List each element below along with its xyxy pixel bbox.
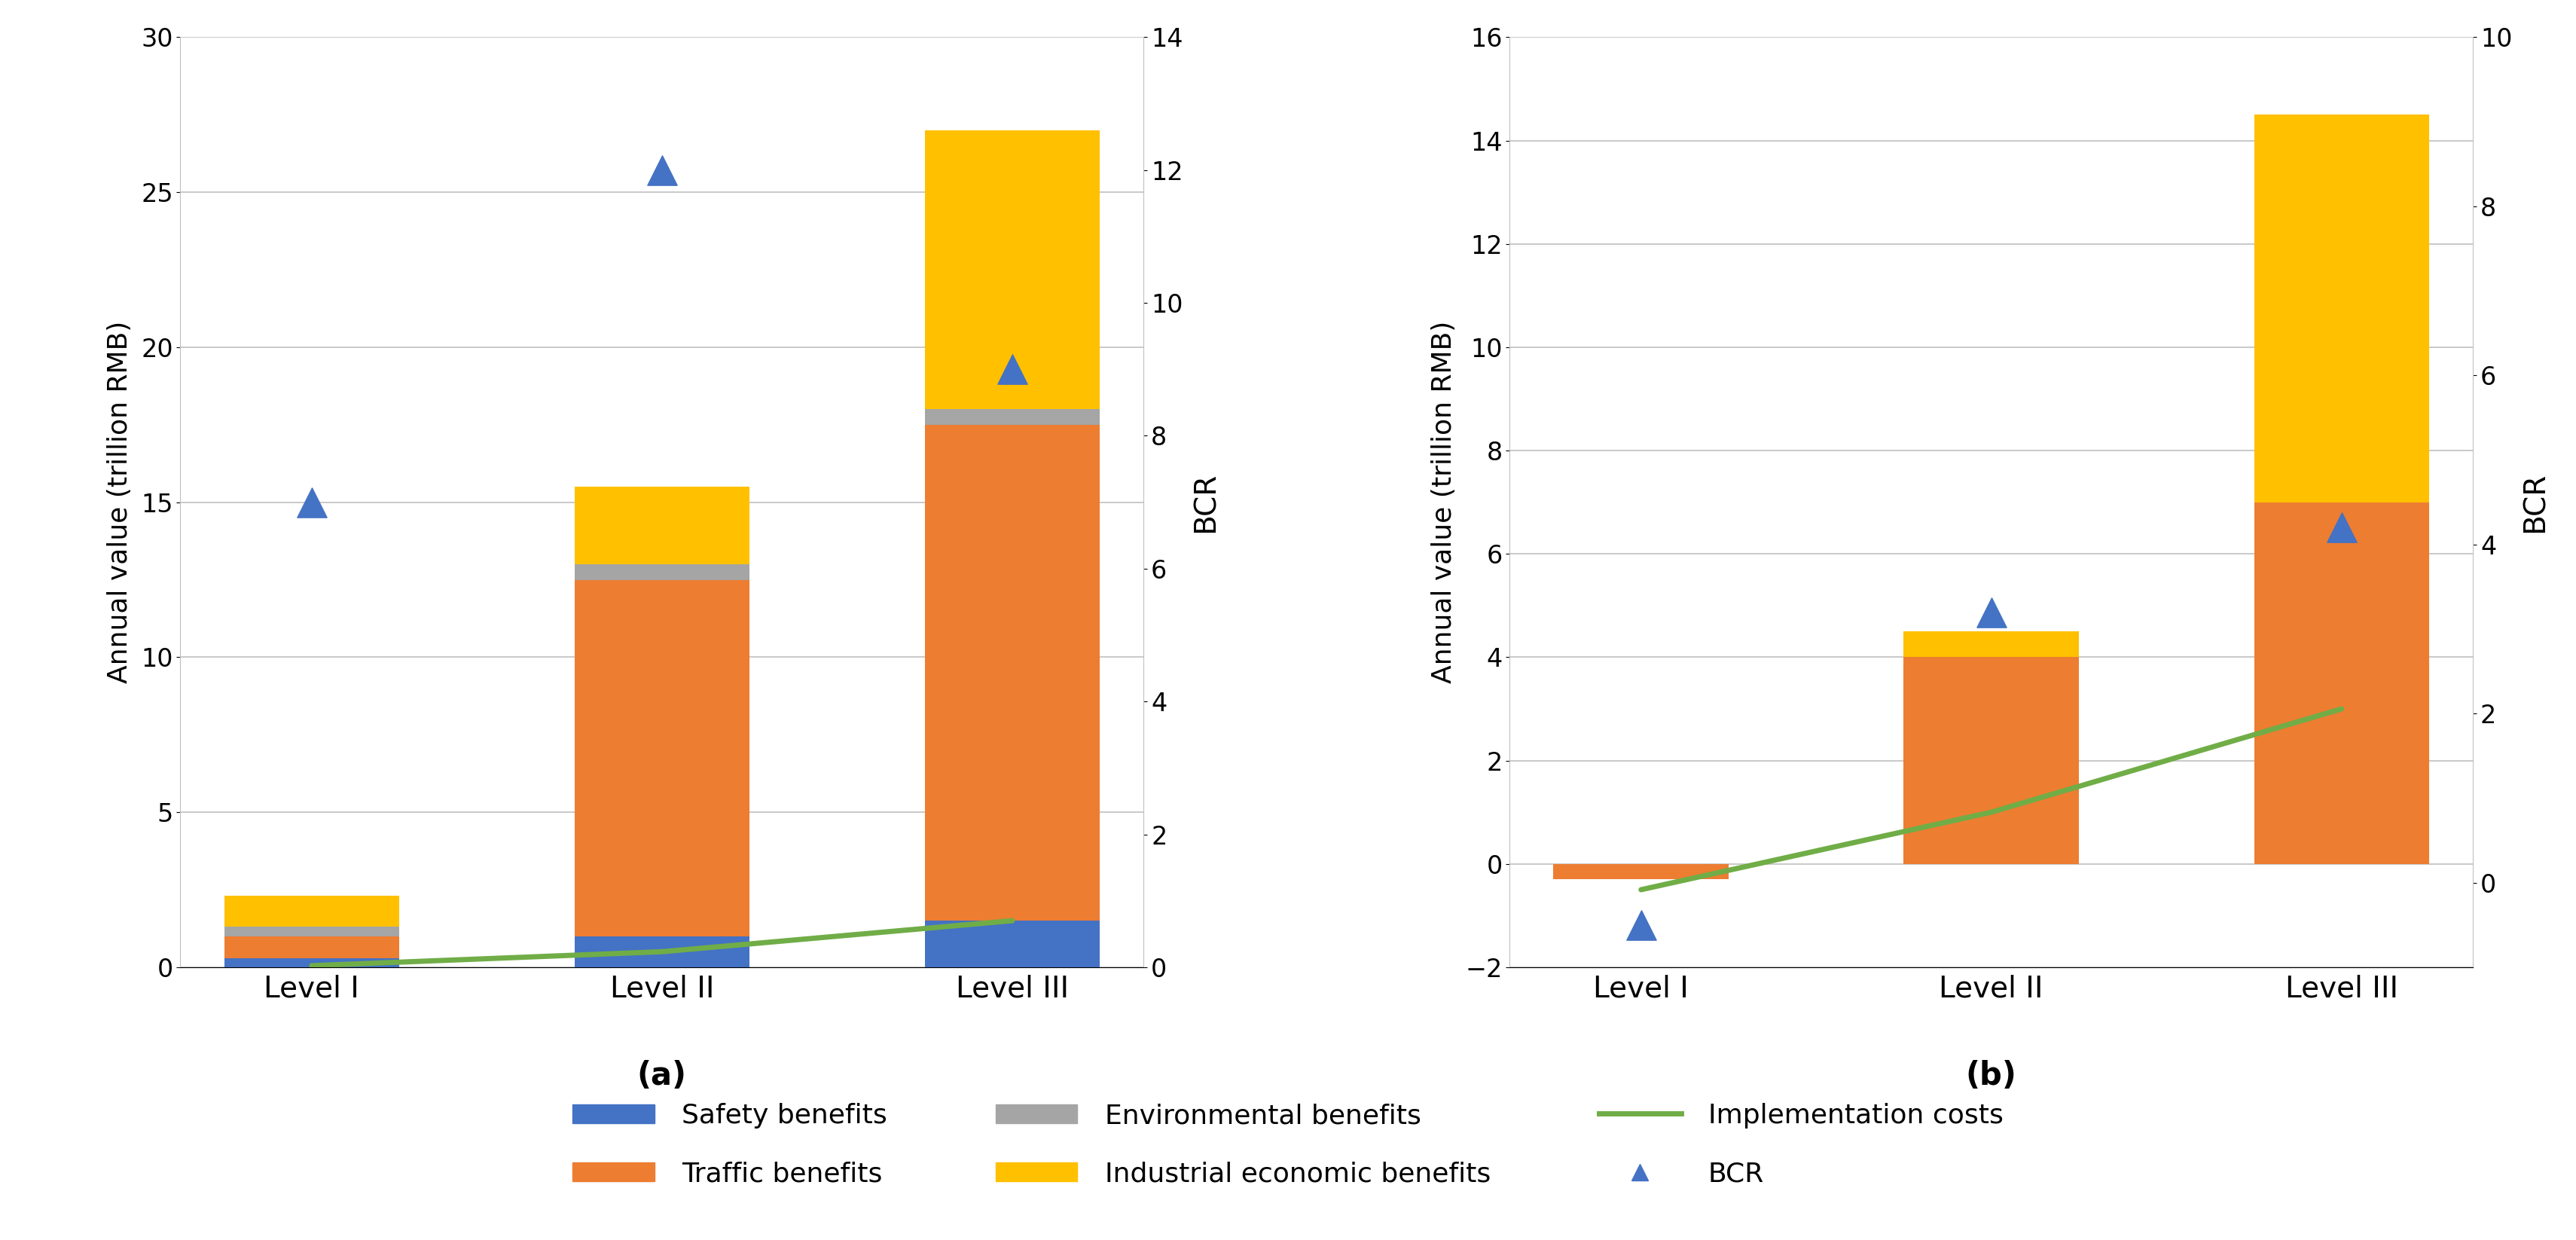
- Bar: [1904, 657, 2079, 864]
- Bar: [224, 928, 399, 936]
- Point: [641, 160, 683, 180]
- Bar: [1904, 631, 2079, 657]
- Bar: [1553, 864, 1728, 879]
- Bar: [224, 897, 399, 928]
- Bar: [224, 936, 399, 959]
- Bar: [574, 564, 750, 580]
- Bar: [925, 425, 1100, 920]
- Bar: [925, 920, 1100, 967]
- Point: [291, 492, 332, 512]
- Text: (b): (b): [1965, 1060, 2017, 1092]
- Point: [1620, 915, 1662, 935]
- Point: [2321, 517, 2362, 537]
- Y-axis label: Annual value (trillion RMB): Annual value (trillion RMB): [108, 321, 131, 683]
- Bar: [574, 487, 750, 564]
- Point: [992, 360, 1033, 379]
- Bar: [574, 936, 750, 967]
- Y-axis label: BCR: BCR: [2522, 472, 2550, 532]
- Bar: [2254, 115, 2429, 502]
- Y-axis label: BCR: BCR: [1193, 472, 1221, 532]
- Bar: [574, 580, 750, 936]
- Point: [1971, 603, 2012, 622]
- Bar: [2254, 502, 2429, 864]
- Bar: [925, 130, 1100, 409]
- Text: (a): (a): [636, 1060, 688, 1092]
- Bar: [224, 959, 399, 967]
- Legend: Safety benefits, Traffic benefits, Environmental benefits, Industrial economic b: Safety benefits, Traffic benefits, Envir…: [546, 1076, 2030, 1214]
- Bar: [925, 409, 1100, 425]
- Y-axis label: Annual value (trillion RMB): Annual value (trillion RMB): [1432, 321, 1458, 683]
